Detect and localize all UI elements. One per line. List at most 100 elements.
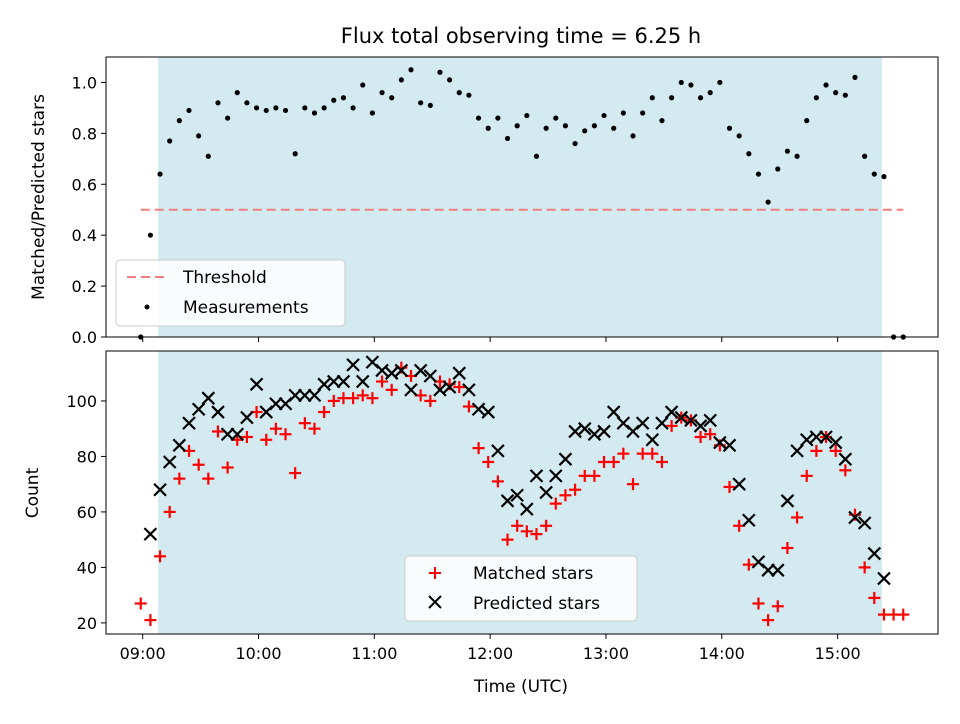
bottom-y-axis-label: Count — [23, 467, 43, 518]
matched-point — [240, 431, 253, 444]
top-x-axis — [142, 337, 839, 342]
measurement-point — [736, 133, 742, 139]
matched-point — [655, 455, 668, 468]
matched-point — [781, 541, 794, 554]
bottom-x-tick-label: 10:00 — [235, 644, 281, 663]
predicted-point — [404, 383, 418, 397]
matched-point — [366, 392, 379, 405]
predicted-point — [143, 527, 158, 541]
predicted-point — [597, 424, 611, 439]
matched-point — [144, 614, 157, 627]
matched-point — [154, 550, 167, 563]
predicted-point — [172, 438, 187, 453]
predicted-point — [355, 374, 370, 389]
predicted-point — [491, 444, 505, 458]
predicted-point — [375, 363, 389, 378]
predicted-point — [307, 388, 322, 403]
predicted-point — [770, 563, 785, 577]
predicted-point — [684, 413, 698, 428]
predicted-point — [742, 513, 756, 528]
predicted-point — [703, 413, 717, 428]
predicted-point — [655, 416, 669, 430]
matched-point — [356, 389, 369, 402]
predicted-point — [857, 516, 872, 530]
bottom-y-tick-label: 60 — [77, 503, 97, 522]
legend-predicted-label: Predicted stars — [473, 594, 600, 614]
predicted-point — [317, 377, 331, 392]
measurement-point — [263, 107, 269, 114]
predicted-point — [645, 433, 660, 447]
predicted-point — [462, 383, 476, 397]
matched-point — [453, 381, 466, 394]
legend-threshold-label: Threshold — [182, 268, 267, 288]
measurement-point — [398, 77, 404, 83]
measurement-point — [543, 125, 549, 131]
measurement-point — [688, 82, 694, 88]
measurement-point — [640, 110, 646, 116]
predicted-point — [577, 421, 592, 436]
matched-point — [511, 519, 524, 532]
measurement-point — [833, 90, 839, 96]
predicted-point — [722, 438, 737, 453]
measurement-point — [504, 135, 511, 142]
measurement-point — [167, 138, 173, 144]
measurement-point — [389, 95, 395, 101]
measurement-point — [273, 105, 279, 111]
measurement-point — [775, 166, 781, 172]
matched-point — [308, 422, 321, 435]
measurement-point — [678, 79, 684, 86]
bottom-y-tick-label: 20 — [77, 614, 97, 633]
predicted-point — [433, 383, 447, 397]
bottom-y-tick-label: 100 — [66, 392, 97, 411]
measurement-point — [485, 125, 491, 131]
predicted-point — [230, 427, 245, 442]
matched-point — [347, 392, 360, 405]
bottom-y-tick-label: 80 — [77, 447, 97, 466]
bottom-legend-box — [404, 555, 638, 622]
matched-point — [762, 614, 775, 627]
top-y-tick-label: 0.8 — [72, 124, 97, 143]
predicted-point — [606, 405, 621, 419]
top-y-axis-label: Matched/Predicted stars — [29, 94, 49, 300]
measurement-point — [225, 115, 231, 121]
legend-matched-swatch — [429, 567, 441, 579]
measurement-point — [746, 151, 752, 157]
top-y-tick-label: 1.0 — [72, 73, 97, 92]
predicted-point — [240, 410, 254, 425]
measurement-point — [205, 153, 211, 159]
measurement-point — [408, 67, 414, 73]
matched-point — [626, 478, 639, 491]
bottom-x-tick-label: 09:00 — [120, 644, 166, 663]
matched-point — [569, 483, 582, 496]
measurement-point — [630, 133, 636, 139]
predicted-point — [809, 430, 824, 444]
measurement-point — [379, 90, 385, 96]
measurement-point — [253, 105, 260, 111]
measurement-point — [871, 171, 877, 177]
predicted-point — [220, 427, 235, 442]
measurement-point — [881, 174, 887, 180]
measurements-series — [138, 67, 906, 340]
top-legend: Threshold Measurements — [115, 259, 346, 327]
matched-point — [289, 467, 302, 480]
matched-point — [385, 383, 398, 396]
matched-point — [318, 406, 331, 419]
predicted-point — [442, 380, 457, 394]
measurement-point — [147, 232, 153, 238]
matched-point — [829, 444, 842, 457]
predicted-point — [558, 452, 573, 466]
predicted-point — [288, 388, 302, 403]
predicted-point — [500, 494, 515, 508]
predicted-point — [838, 452, 853, 466]
predicted-point — [249, 377, 264, 392]
predicted-point — [298, 388, 312, 403]
predicted-point — [587, 427, 602, 442]
top-y-tick-label: 0.0 — [72, 328, 97, 347]
legend-predicted-swatch — [428, 595, 442, 609]
top-y-tick-label: 0.4 — [72, 226, 97, 245]
matched-point — [810, 444, 823, 457]
matched-point — [491, 475, 504, 488]
predicted-point — [877, 571, 891, 586]
predicted-point — [674, 410, 689, 425]
predicted-point — [211, 405, 225, 419]
